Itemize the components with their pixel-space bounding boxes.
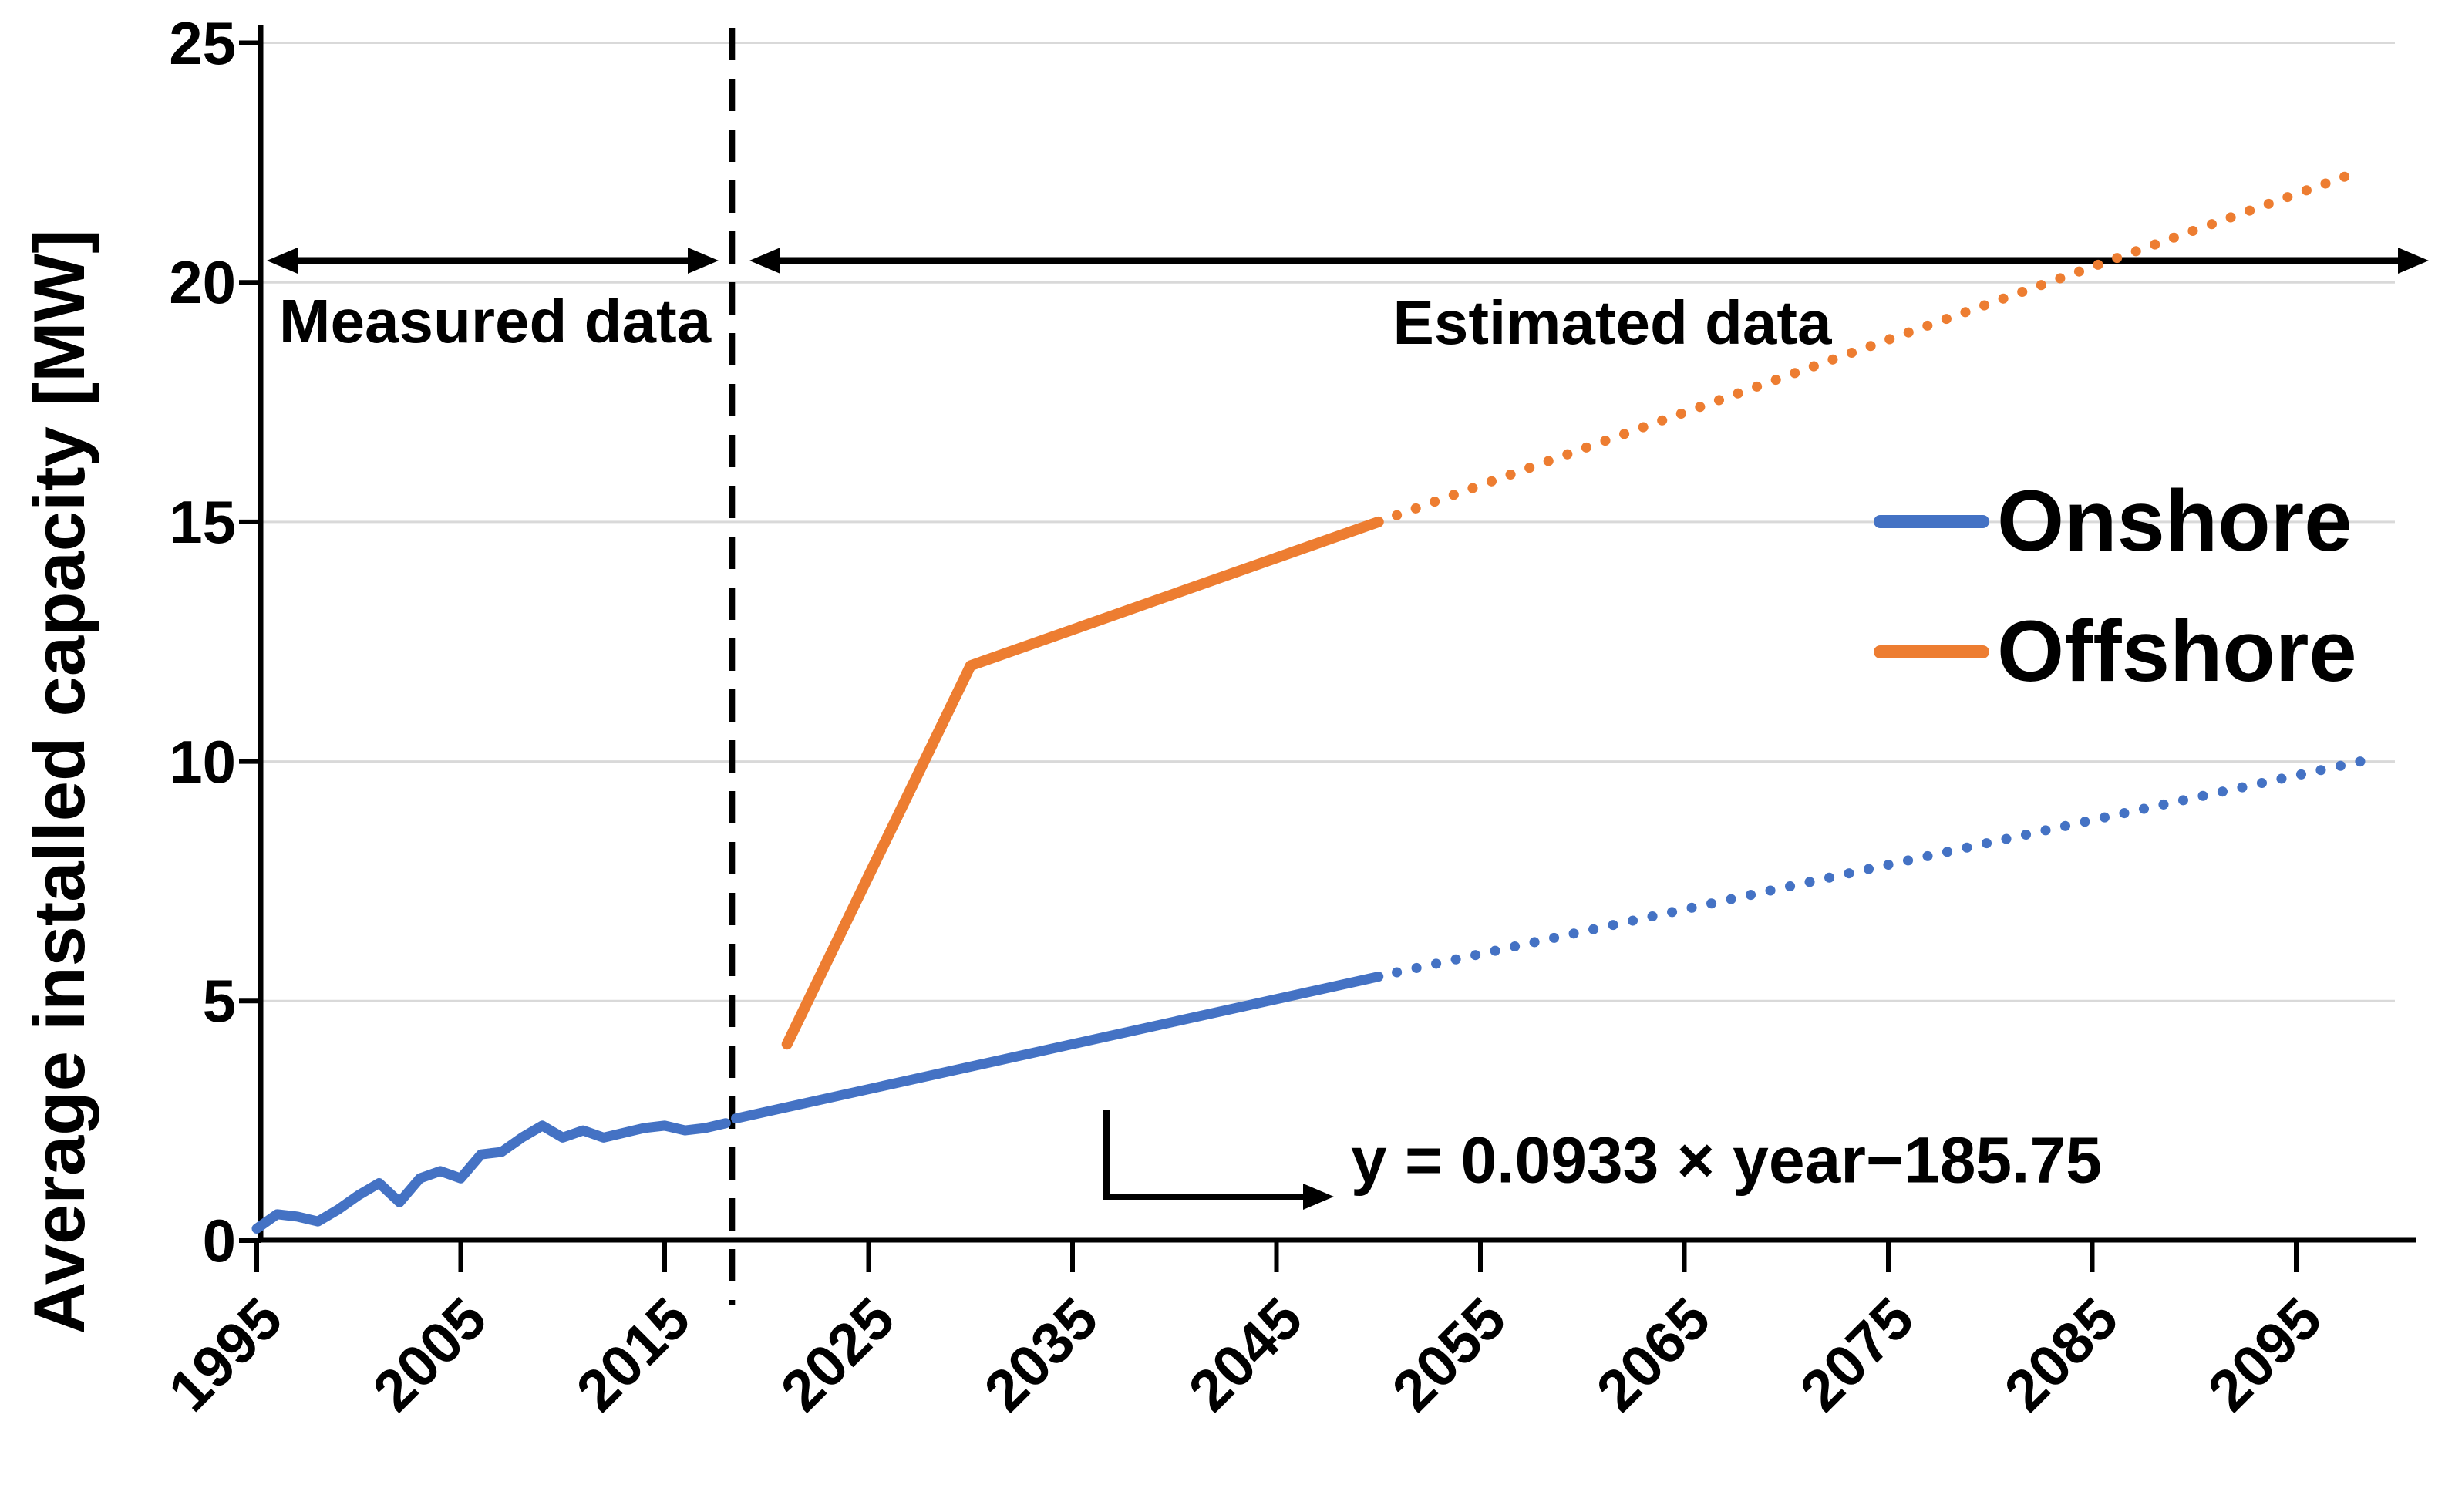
trend-equation-label: y = 0.0933 × year−185.75 bbox=[1351, 1123, 2102, 1197]
series-onshore-measured bbox=[251, 1118, 731, 1234]
y-tick-label: 20 bbox=[169, 248, 236, 317]
legend-label-offshore: Offshore bbox=[1997, 603, 2357, 699]
estimated-data-label: Estimated data bbox=[1393, 288, 1832, 357]
chart-figure: Average installed capacity [MW] 0 5 10 15 20… bbox=[19, 0, 2444, 1453]
equation-pointer-arrowhead bbox=[1303, 1184, 1334, 1210]
series-onshore-estimated-solid bbox=[731, 972, 1384, 1124]
series-onshore-estimated-dotted bbox=[1392, 753, 2383, 978]
y-tick-label: 15 bbox=[169, 487, 236, 556]
legend-item-onshore: Onshore bbox=[1874, 478, 2352, 564]
onshore-line-swatch bbox=[1874, 514, 1989, 528]
legend-label-onshore: Onshore bbox=[1997, 473, 2352, 569]
legend-item-offshore: Offshore bbox=[1874, 608, 2357, 695]
y-tick-label: 5 bbox=[202, 967, 236, 1036]
y-tick-label: 0 bbox=[202, 1207, 236, 1275]
y-tick-label: 25 bbox=[169, 8, 236, 77]
measured-data-label: Measured data bbox=[278, 287, 712, 355]
estimated-data-arrow-right-arrowhead bbox=[2398, 248, 2429, 274]
estimated-data-arrow-left-arrowhead bbox=[749, 248, 780, 274]
measured-data-arrow-right-arrowhead bbox=[688, 248, 719, 274]
series-offshore-estimated-solid bbox=[781, 516, 1384, 1050]
offshore-line-swatch bbox=[1874, 645, 1989, 658]
plot-area bbox=[239, 25, 2429, 1305]
legend: Onshore Offshore bbox=[1874, 0, 2444, 1453]
equation-pointer-line bbox=[1103, 1110, 1306, 1200]
series-offshore-estimated-dotted bbox=[1392, 167, 2362, 520]
measured-data-arrow-left-arrowhead bbox=[267, 248, 298, 274]
y-tick-label: 10 bbox=[169, 727, 236, 796]
